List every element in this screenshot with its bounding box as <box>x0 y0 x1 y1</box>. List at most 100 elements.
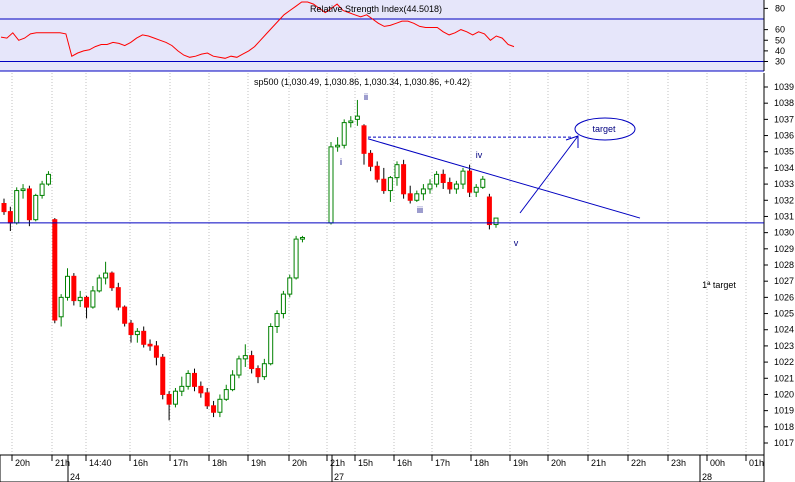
projection-arrowhead <box>565 135 579 148</box>
candle-up <box>20 188 26 192</box>
candle-up <box>341 122 347 146</box>
price-tick-label: 1023 <box>774 341 794 351</box>
candle-up <box>172 390 178 405</box>
target-label: target <box>592 124 616 134</box>
candle-down <box>198 385 204 394</box>
x-tick-label: 19h <box>251 458 266 468</box>
candle-up <box>39 183 45 196</box>
candle-up <box>223 389 229 400</box>
candle-down <box>374 165 380 180</box>
candle-up <box>354 115 360 120</box>
price-tick-label: 1036 <box>774 131 794 141</box>
candle-down <box>122 306 128 324</box>
price-tick-label: 1019 <box>774 406 794 416</box>
price-tick-label: 1027 <box>774 276 794 286</box>
date-label: 28 <box>702 472 712 482</box>
price-tick-label: 1025 <box>774 309 794 319</box>
candle-down <box>26 188 32 221</box>
price-tick-label: 1028 <box>774 260 794 270</box>
candle-up <box>65 275 70 298</box>
candle-up <box>179 385 185 392</box>
x-axis: 20h 21h 14:40 16h 17h 18h 19h 20h 21h 15h 16h 17h 18… <box>11 455 764 482</box>
candle-up <box>434 173 440 185</box>
rsi-tick-label: 60 <box>775 25 785 35</box>
candle-up <box>280 293 286 315</box>
rsi-panel <box>0 0 764 71</box>
candle-up <box>261 363 267 378</box>
candle-down <box>153 345 159 358</box>
candle-up <box>274 313 280 327</box>
wave-label-i: i <box>340 157 342 167</box>
date-label: 27 <box>334 472 344 482</box>
candle-up <box>230 374 236 391</box>
candle-down <box>166 393 172 405</box>
candle-up <box>335 144 341 148</box>
candle-down <box>147 343 153 347</box>
x-tick-label: 17h <box>173 458 188 468</box>
candle-up <box>242 355 248 360</box>
candle-up <box>236 358 242 376</box>
price-tick-label: 1030 <box>774 228 794 238</box>
candle-down <box>440 173 446 183</box>
price-tick-label: 1029 <box>774 244 794 254</box>
price-tick-label: 1034 <box>774 163 794 173</box>
candle-up <box>45 173 51 185</box>
x-tick-label: 15h <box>358 458 373 468</box>
price-tick-label: 1031 <box>774 211 794 221</box>
candle-up <box>460 170 466 185</box>
candle-up <box>420 188 426 195</box>
price-tick-label: 1033 <box>774 179 794 189</box>
x-tick-label: 22h <box>631 458 646 468</box>
wave-label-iii: iii <box>417 205 423 215</box>
candle-up <box>185 372 191 387</box>
price-panel <box>0 73 764 454</box>
candle-up <box>287 277 293 295</box>
price-tick-label: 1035 <box>774 147 794 157</box>
price-tick-label: 1017 <box>774 438 794 448</box>
wave-label-ii: ii <box>364 92 368 102</box>
candle-down <box>109 272 115 289</box>
price-tick-label: 1020 <box>774 389 794 399</box>
rsi-tick-label: 40 <box>775 46 785 56</box>
x-tick-label: 21h <box>55 458 70 468</box>
candle-down <box>71 275 77 302</box>
x-tick-label: 18h <box>212 458 227 468</box>
candle-down <box>368 152 374 167</box>
candle-up <box>348 120 354 124</box>
candle-down <box>447 181 453 190</box>
candle-up <box>493 217 499 226</box>
x-axis-bar <box>0 454 765 482</box>
rsi-line <box>0 1 515 59</box>
first-target-label: 1ª target <box>702 280 736 290</box>
price-tick-label: 1039 <box>774 82 794 92</box>
target-ellipse <box>574 117 636 141</box>
price-y-axis: 1017 1018 1019 1020 1021 1022 1023 1024 1025 1026… <box>763 73 794 455</box>
price-tick-label: 1018 <box>774 422 794 432</box>
rsi-tick-label: 80 <box>775 3 785 13</box>
candle-up <box>473 186 479 193</box>
trend-line <box>367 138 641 219</box>
date-label: 24 <box>70 472 80 482</box>
candle-up <box>90 290 96 308</box>
price-tick-label: 1026 <box>774 292 794 302</box>
candle-down <box>381 178 387 192</box>
candle-down <box>1 203 7 213</box>
wave-label-iv: iv <box>476 150 483 160</box>
candles <box>1 99 499 421</box>
candle-up <box>414 193 420 201</box>
price-tick-label: 1024 <box>774 325 794 335</box>
candle-up <box>103 272 109 279</box>
candle-up <box>387 177 393 192</box>
projection-arrow-line <box>519 135 579 214</box>
candle-down <box>204 392 210 407</box>
rsi-tick-label: 50 <box>775 35 785 45</box>
candle-up <box>480 178 486 188</box>
x-tick-label: 16h <box>397 458 412 468</box>
x-tick-label: 23h <box>671 458 686 468</box>
candle-down <box>467 170 473 193</box>
price-tick-label: 1022 <box>774 357 794 367</box>
candle-up <box>217 398 223 413</box>
candle-up <box>58 296 64 318</box>
x-tick-label: 14:40 <box>89 458 112 468</box>
